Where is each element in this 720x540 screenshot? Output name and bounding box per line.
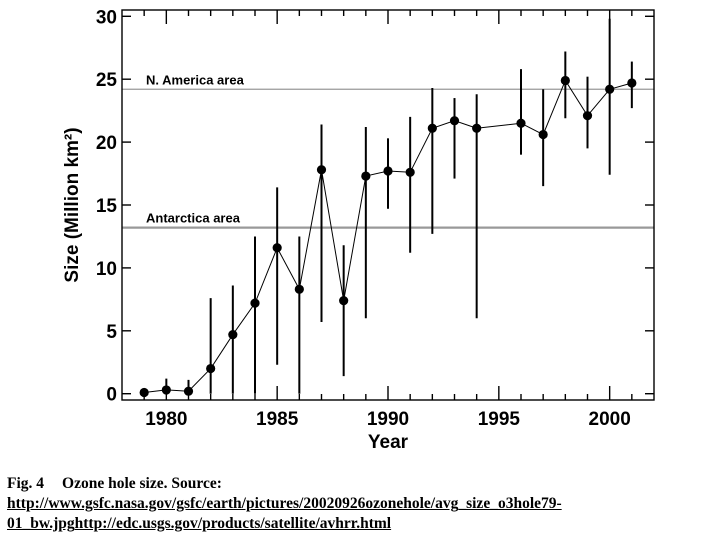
x-axis-label: Year <box>368 432 409 453</box>
data-point <box>627 78 637 88</box>
data-point <box>361 171 371 181</box>
data-point <box>272 243 282 253</box>
caption-link-usgs[interactable]: http://edc.usgs.gov/products/satellite/a… <box>74 515 392 532</box>
y-tick-label: 5 <box>106 322 117 343</box>
data-point <box>538 129 548 140</box>
y-tick-label: 30 <box>96 7 117 28</box>
y-axis-label: Size (Million km²) <box>62 127 83 282</box>
figure-caption: Fig. 4 Ozone hole size. Source: http://ww… <box>7 474 713 534</box>
data-point <box>139 387 149 398</box>
data-point <box>449 116 460 126</box>
x-tick-label: 1980 <box>145 409 187 430</box>
x-tick-label: 1985 <box>256 409 299 430</box>
data-point <box>383 166 393 176</box>
data-point <box>427 123 437 133</box>
x-tick-label: 1990 <box>367 409 409 430</box>
data-point <box>605 84 615 94</box>
y-tick-label: 25 <box>96 70 118 91</box>
data-point <box>560 75 570 86</box>
ozone-chart: N. America area Antarctica area 0 5 10 15 20 2… <box>62 7 655 453</box>
caption-label: Fig. 4 <box>7 475 45 492</box>
data-point <box>294 284 304 294</box>
data-point <box>316 165 327 175</box>
data-point <box>582 111 593 121</box>
data-point <box>339 296 349 306</box>
data-point <box>183 386 194 396</box>
data-point <box>516 118 526 128</box>
reference-line-label: Antarctica area <box>146 211 241 226</box>
y-tick-label: 10 <box>96 259 117 280</box>
y-tick-label: 0 <box>106 385 117 406</box>
x-tick-label: 2000 <box>589 409 631 430</box>
series-line <box>144 79 632 393</box>
caption-text: Ozone hole size. Source: <box>62 475 222 492</box>
x-tick-label: 1995 <box>478 409 521 430</box>
y-tick-label: 15 <box>96 196 118 217</box>
data-point <box>250 298 260 308</box>
y-tick-label: 20 <box>96 133 117 154</box>
reference-line-label: N. America area <box>146 72 245 87</box>
data-point <box>206 363 216 374</box>
caption-link-nasa[interactable]: http://www.gsfc.nasa.gov/gsfc/earth/pict… <box>7 495 562 532</box>
data-point <box>228 329 238 340</box>
data-point <box>405 167 415 177</box>
data-point <box>472 123 482 133</box>
